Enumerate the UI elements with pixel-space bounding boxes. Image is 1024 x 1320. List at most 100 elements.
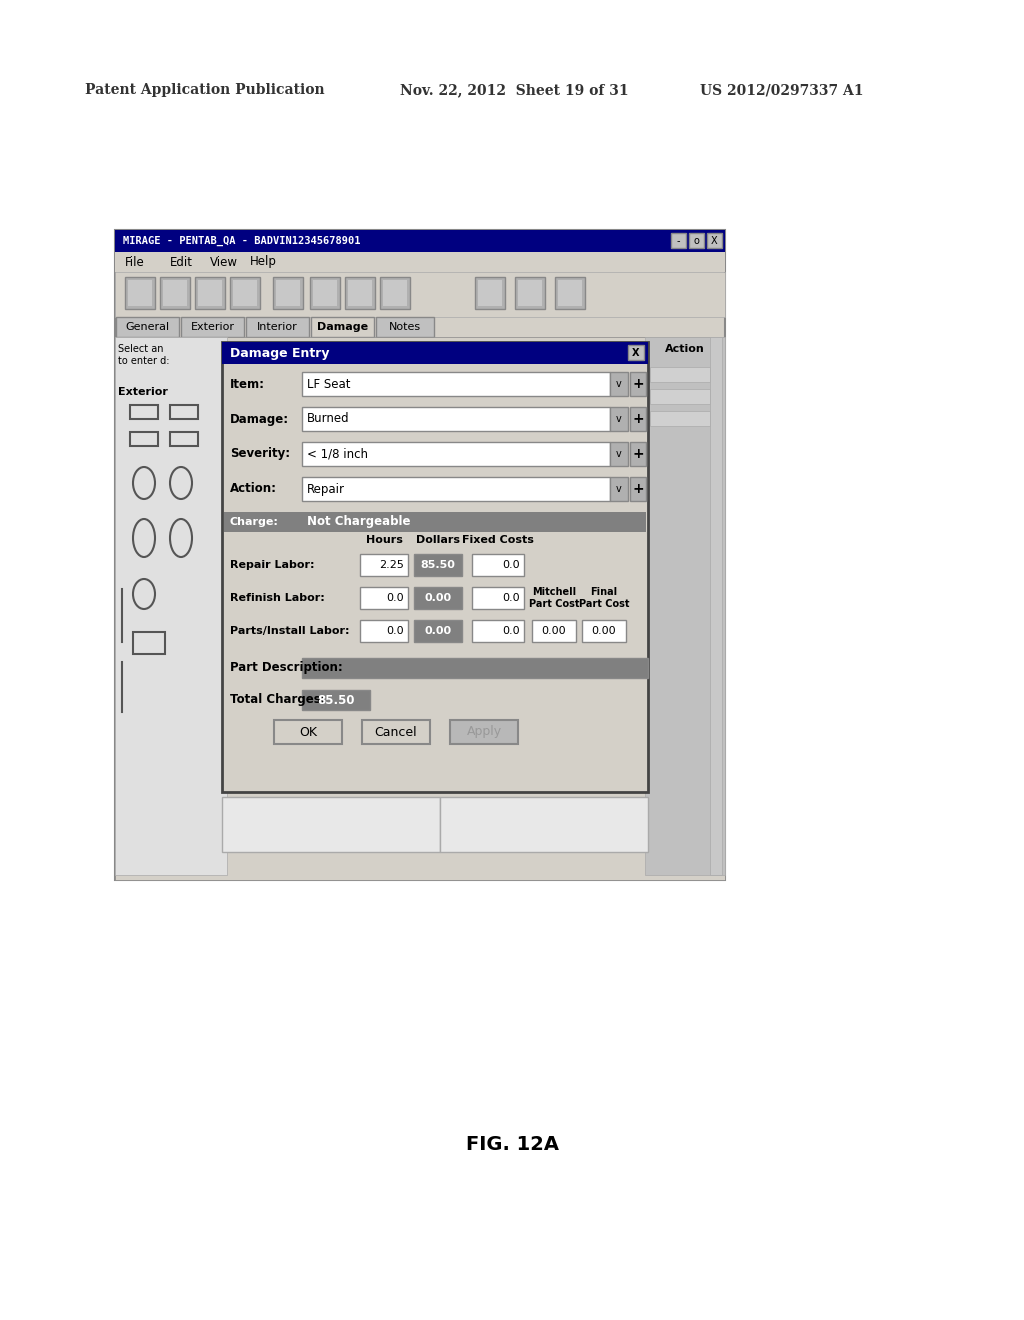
Bar	[630, 372, 646, 396]
Bar	[302, 690, 370, 710]
Text: Edit: Edit	[170, 256, 193, 268]
Text: Mitchell
Part Cost: Mitchell Part Cost	[528, 587, 580, 609]
Bar	[302, 372, 610, 396]
Bar	[472, 587, 524, 609]
Text: 0.0: 0.0	[503, 626, 520, 636]
Bar	[170, 432, 198, 446]
Bar	[440, 797, 648, 851]
Text: US 2012/0297337 A1: US 2012/0297337 A1	[700, 83, 863, 96]
Text: Interior: Interior	[257, 322, 298, 333]
Bar	[181, 317, 244, 337]
Bar	[230, 277, 260, 309]
Text: 0.00: 0.00	[424, 626, 452, 636]
Bar	[414, 554, 462, 576]
Bar	[472, 554, 524, 576]
Bar	[360, 620, 408, 642]
Bar	[130, 405, 158, 418]
Bar	[582, 620, 626, 642]
Text: LF Seat: LF Seat	[307, 378, 350, 391]
Bar	[472, 620, 524, 642]
Text: Patent Application Publication: Patent Application Publication	[85, 83, 325, 96]
Text: Damage Entry: Damage Entry	[230, 346, 330, 359]
Text: Charge:: Charge:	[230, 517, 279, 527]
Text: o: o	[693, 236, 699, 246]
Bar	[450, 719, 518, 744]
Text: Item:: Item:	[230, 378, 265, 391]
Text: v: v	[616, 449, 622, 459]
Bar	[311, 317, 374, 337]
Text: Exterior: Exterior	[190, 322, 234, 333]
Bar	[222, 342, 648, 364]
Bar	[478, 280, 502, 306]
Text: MIRAGE - PENTAB_QA - BADVIN12345678901: MIRAGE - PENTAB_QA - BADVIN12345678901	[123, 236, 360, 246]
Text: Dollars: Dollars	[416, 535, 460, 545]
Bar	[650, 389, 710, 404]
Text: +: +	[632, 447, 644, 461]
Bar	[302, 442, 610, 466]
Text: Cancel: Cancel	[375, 726, 418, 738]
Bar	[345, 277, 375, 309]
Bar	[558, 280, 582, 306]
Bar	[310, 277, 340, 309]
Bar	[195, 277, 225, 309]
Text: Action:: Action:	[230, 483, 278, 495]
Text: Parts/Install Labor:: Parts/Install Labor:	[230, 626, 349, 636]
Bar	[475, 277, 505, 309]
Bar	[348, 280, 372, 306]
Text: +: +	[632, 378, 644, 391]
Text: +: +	[632, 412, 644, 426]
Bar	[360, 587, 408, 609]
Text: 0.00: 0.00	[424, 593, 452, 603]
Text: 85.50: 85.50	[317, 693, 354, 706]
Bar	[610, 372, 628, 396]
Bar	[555, 277, 585, 309]
Bar	[610, 442, 628, 466]
Bar	[515, 277, 545, 309]
Bar	[115, 230, 725, 252]
Text: X: X	[632, 348, 640, 358]
Text: 0.00: 0.00	[542, 626, 566, 636]
Text: Hours: Hours	[366, 535, 402, 545]
Text: 0.00: 0.00	[592, 626, 616, 636]
Bar	[302, 657, 648, 678]
Bar	[707, 234, 722, 248]
Text: OK: OK	[299, 726, 317, 738]
Text: Select an: Select an	[118, 345, 164, 354]
Text: Damage: Damage	[317, 322, 368, 333]
Bar	[233, 280, 257, 306]
Bar	[360, 554, 408, 576]
Bar	[130, 432, 158, 446]
Bar	[160, 277, 190, 309]
Bar	[246, 317, 309, 337]
Text: v: v	[616, 484, 622, 494]
Bar	[125, 277, 155, 309]
Bar	[650, 411, 710, 426]
Bar	[362, 719, 430, 744]
Bar	[170, 405, 198, 418]
Text: v: v	[616, 414, 622, 424]
Bar	[414, 587, 462, 609]
Text: -: -	[677, 236, 680, 246]
Text: Severity:: Severity:	[230, 447, 290, 461]
Text: X: X	[712, 236, 718, 246]
Bar	[128, 280, 152, 306]
Bar	[302, 477, 610, 502]
Bar	[518, 280, 542, 306]
Text: FIG. 12A: FIG. 12A	[466, 1135, 558, 1155]
Bar	[302, 407, 610, 432]
Bar	[273, 277, 303, 309]
Bar	[630, 407, 646, 432]
Text: 0.0: 0.0	[386, 593, 404, 603]
Text: Not Chargeable: Not Chargeable	[307, 516, 411, 528]
Text: Repair Labor:: Repair Labor:	[230, 560, 314, 570]
Text: 0.0: 0.0	[503, 560, 520, 570]
Bar	[115, 230, 725, 880]
Bar	[115, 337, 725, 880]
Bar	[532, 620, 575, 642]
Text: Final
Part Cost: Final Part Cost	[579, 587, 630, 609]
Bar	[610, 407, 628, 432]
Bar	[222, 342, 648, 792]
Bar	[116, 317, 179, 337]
Bar	[115, 337, 227, 875]
Text: Repair: Repair	[307, 483, 345, 495]
